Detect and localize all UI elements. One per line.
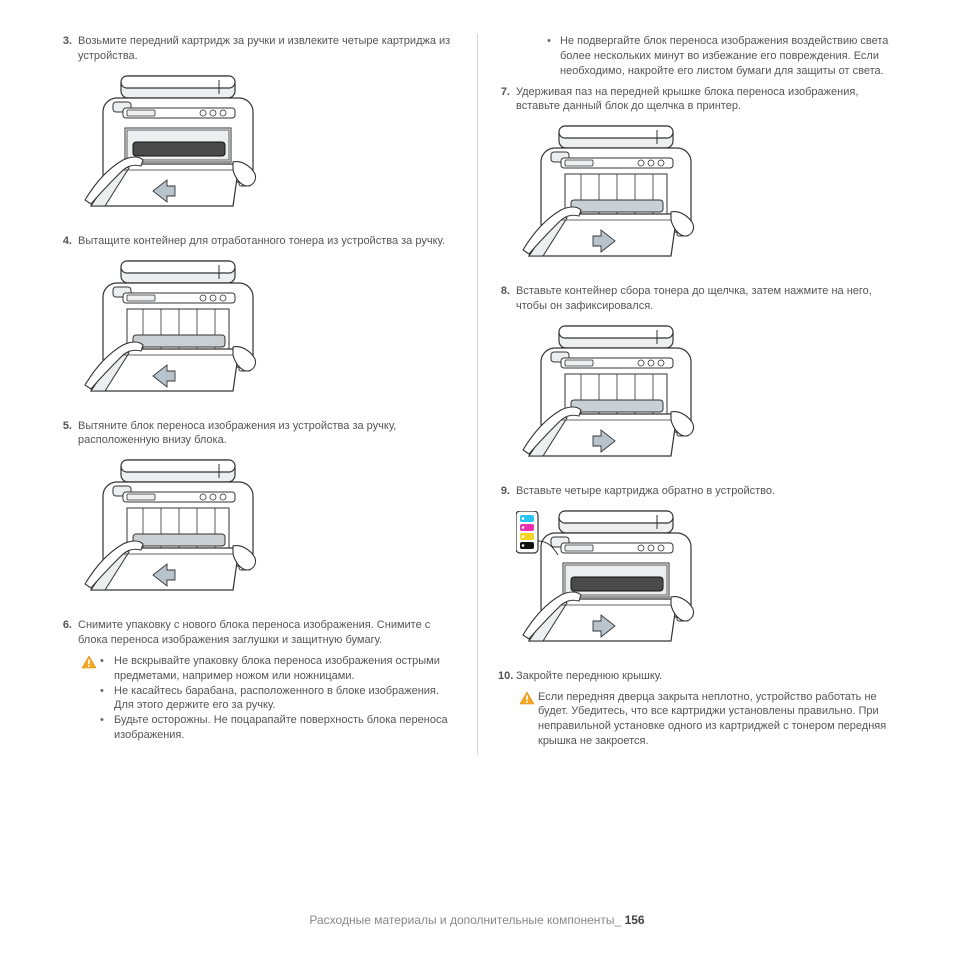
step-10: 10. Закройте переднюю крышку. (498, 669, 894, 684)
continuation-bullet: • Не подвергайте блок переноса изображен… (538, 34, 894, 79)
warning-icon (516, 690, 538, 705)
warn-bullet: Не касайтесь барабана, расположенного в … (114, 684, 457, 714)
step-10-warning: Если передняя дверца закрыта неплотно, у… (516, 690, 894, 749)
page: 3. Возьмите передний картридж за ручки и… (0, 0, 954, 755)
step-text: Вставьте четыре картриджа обратно в устр… (516, 484, 894, 499)
warning-icon (78, 654, 100, 669)
figure-step-5 (78, 454, 457, 604)
step-text: Удерживая паз на передней крышке блока п… (516, 85, 894, 115)
step-number: 5. (60, 419, 78, 449)
step-text: Вытяните блок переноса изображения из ус… (78, 419, 457, 449)
step-number: 10. (498, 669, 516, 684)
footer-text: Расходные материалы и дополнительные ком… (309, 913, 621, 927)
step-text: Вставьте контейнер сбора тонера до щелчк… (516, 284, 894, 314)
figure-step-8 (516, 320, 894, 470)
step-6-warning: •Не вскрывайте упаковку блока переноса и… (78, 654, 457, 743)
step-text: Возьмите передний картридж за ручки и из… (78, 34, 457, 64)
left-column: 3. Возьмите передний картридж за ручки и… (50, 34, 477, 755)
step-number: 3. (60, 34, 78, 64)
step-text: Вытащите контейнер для отработанного тон… (78, 234, 457, 249)
bullet-text: Не подвергайте блок переноса изображения… (560, 34, 894, 79)
step-7: 7. Удерживая паз на передней крышке блок… (498, 85, 894, 115)
figure-step-7 (516, 120, 894, 270)
step-number: 8. (498, 284, 516, 314)
warn-text: Если передняя дверца закрыта неплотно, у… (538, 690, 894, 749)
right-column: • Не подвергайте блок переноса изображен… (477, 34, 904, 755)
step-number: 6. (60, 618, 78, 648)
step-number: 7. (498, 85, 516, 115)
step-6: 6. Снимите упаковку с нового блока перен… (60, 618, 457, 648)
warn-bullet: Будьте осторожны. Не поцарапайте поверхн… (114, 713, 457, 743)
step-8: 8. Вставьте контейнер сбора тонера до ще… (498, 284, 894, 314)
figure-step-3 (78, 70, 457, 220)
step-text: Снимите упаковку с нового блока переноса… (78, 618, 457, 648)
step-number: 4. (60, 234, 78, 249)
figure-step-9 (516, 505, 894, 655)
step-5: 5. Вытяните блок переноса изображения из… (60, 419, 457, 449)
step-number: 9. (498, 484, 516, 499)
page-number: 156 (625, 913, 645, 927)
step-3: 3. Возьмите передний картридж за ручки и… (60, 34, 457, 64)
warn-bullet: Не вскрывайте упаковку блока переноса из… (114, 654, 457, 684)
page-footer: Расходные материалы и дополнительные ком… (0, 912, 954, 928)
step-4: 4. Вытащите контейнер для отработанного … (60, 234, 457, 249)
toner-color-callout (516, 511, 566, 565)
step-9: 9. Вставьте четыре картриджа обратно в у… (498, 484, 894, 499)
figure-step-4 (78, 255, 457, 405)
step-text: Закройте переднюю крышку. (516, 669, 894, 684)
